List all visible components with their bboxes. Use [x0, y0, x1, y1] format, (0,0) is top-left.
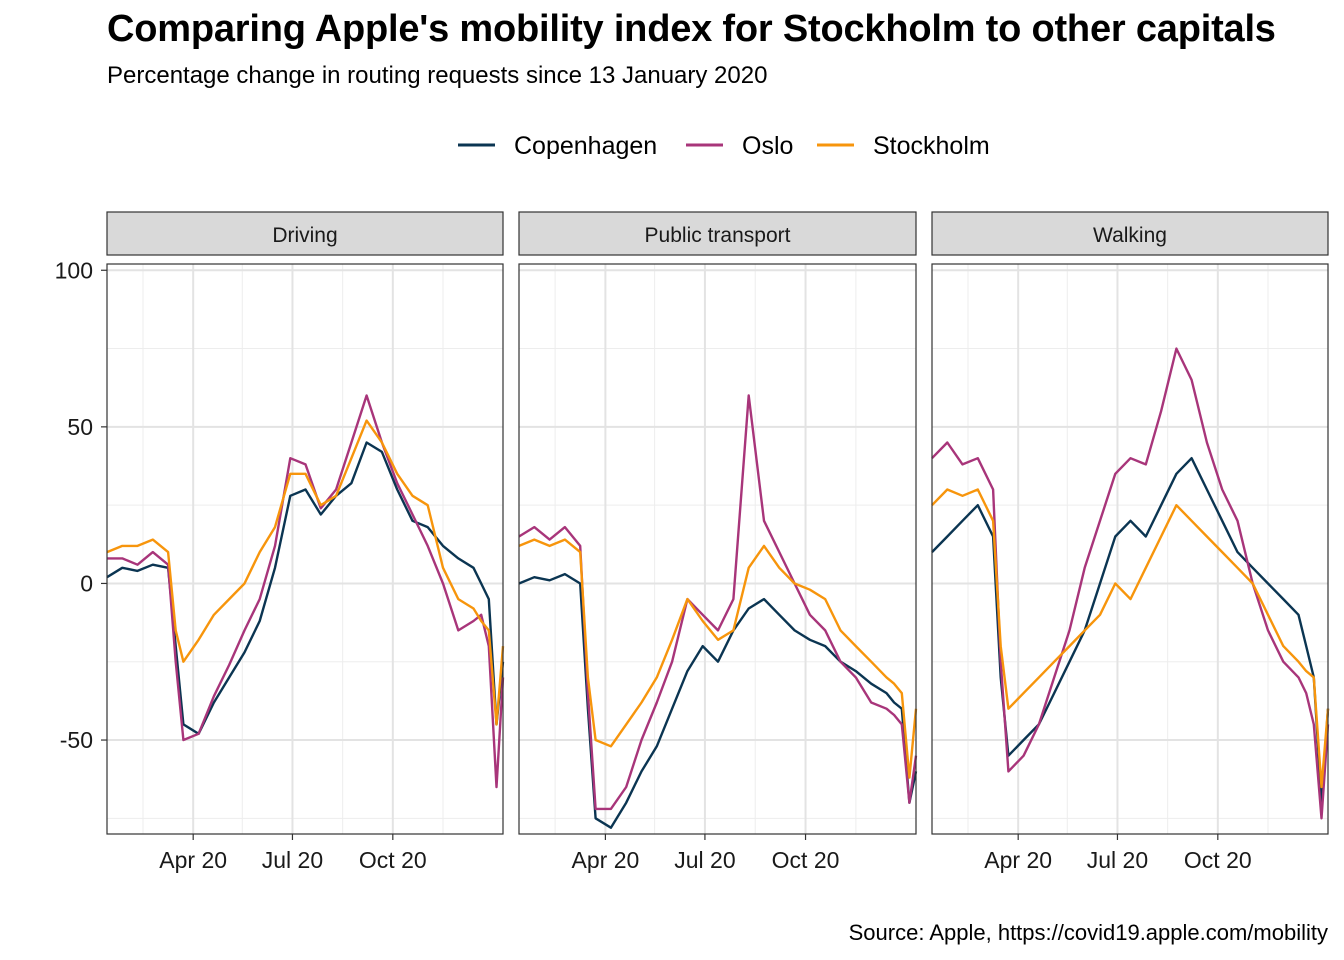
x-tick-label: Oct 20 [772, 847, 840, 873]
series-line-stockholm [106, 419, 505, 726]
series-line-stockholm [518, 538, 918, 779]
x-tick-label: Jul 20 [1087, 847, 1148, 873]
series-line-oslo [107, 394, 505, 789]
x-tick-label: Apr 20 [984, 847, 1052, 873]
y-tick-label: 50 [67, 414, 93, 440]
y-tick-label: 0 [80, 570, 93, 596]
legend-label-oslo: Oslo [742, 132, 793, 160]
panel-border [518, 263, 917, 835]
chart-subtitle: Percentage change in routing requests si… [107, 62, 768, 89]
x-tick-label: Jul 20 [262, 847, 323, 873]
legend-label-stockholm: Stockholm [873, 132, 990, 160]
y-tick-label: -50 [60, 727, 93, 753]
panel-border [931, 263, 1329, 835]
facet-strip [931, 211, 1329, 256]
facet-label-driving: Driving [272, 224, 337, 247]
x-tick-label: Oct 20 [359, 847, 427, 873]
x-tick-label: Oct 20 [1184, 847, 1252, 873]
x-tick-label: Jul 20 [674, 847, 735, 873]
facet-label-walking: Walking [1093, 224, 1167, 247]
panel-background [932, 264, 1328, 834]
panel-border [106, 263, 504, 835]
y-tick-label: 100 [55, 257, 93, 283]
legend-label-copenhagen: Copenhagen [514, 132, 657, 160]
x-tick-label: Apr 20 [159, 847, 227, 873]
facet-strip [106, 211, 504, 256]
chart-caption: Source: Apple, https://covid19.apple.com… [848, 920, 1328, 945]
chart-title: Comparing Apple's mobility index for Sto… [107, 8, 1276, 50]
series-line-stockholm [931, 488, 1330, 789]
panel-background [107, 264, 503, 834]
x-tick-label: Apr 20 [572, 847, 640, 873]
facet-label-public-transport: Public transport [645, 224, 791, 247]
panel-background [519, 264, 916, 834]
facet-strip [518, 211, 917, 256]
